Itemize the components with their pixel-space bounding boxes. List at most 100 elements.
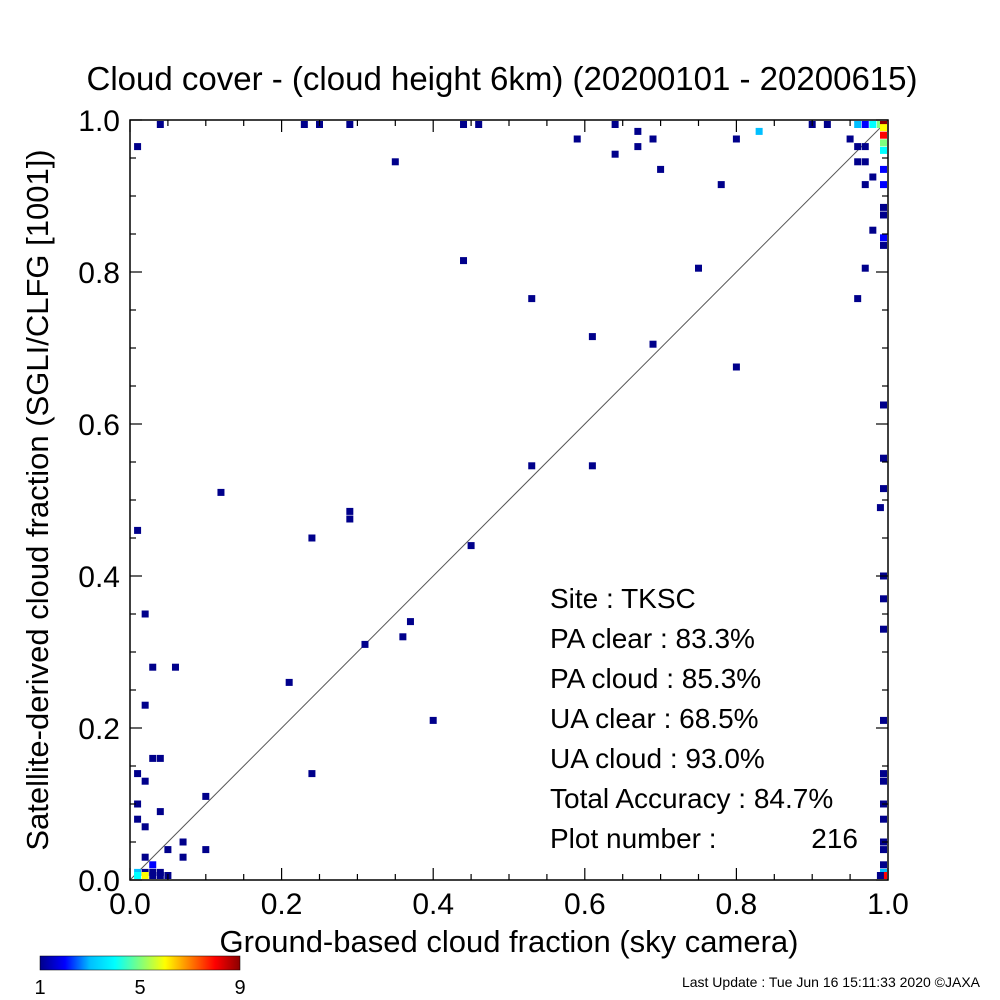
- data-point: [588, 462, 596, 470]
- x-tick-label: 1.0: [867, 888, 909, 921]
- data-point: [823, 121, 831, 128]
- data-point: [880, 454, 887, 462]
- data-point: [880, 139, 887, 147]
- data-point: [134, 770, 142, 778]
- y-tick-label: 0.2: [78, 713, 120, 746]
- data-point: [880, 595, 887, 603]
- data-point: [861, 264, 869, 272]
- data-point: [695, 264, 702, 272]
- data-point: [134, 143, 142, 151]
- data-point: [134, 526, 142, 534]
- data-point: [880, 770, 887, 778]
- data-point: [149, 754, 157, 762]
- data-point: [164, 846, 172, 854]
- data-point: [869, 173, 877, 181]
- data-point: [406, 618, 414, 626]
- x-tick-label: 0.0: [109, 888, 151, 921]
- data-point: [732, 135, 740, 143]
- data-point: [361, 640, 369, 648]
- ticks-layer: 0.0 0.2 0.4 0.6 0.8 1.0 0.0 0.2 0.4 0.6 0.8 1.0: [78, 105, 909, 921]
- data-point: [846, 135, 854, 143]
- data-point: [869, 121, 877, 128]
- data-point: [134, 872, 142, 879]
- data-point: [880, 401, 887, 409]
- data-point: [611, 121, 619, 128]
- stat-ua-clear: UA clear : 68.5%: [550, 703, 759, 734]
- data-point: [141, 777, 149, 785]
- data-point: [588, 333, 596, 341]
- data-point: [880, 846, 887, 854]
- x-axis-label: Ground-based cloud fraction (sky camera): [220, 924, 799, 959]
- data-point: [171, 663, 179, 671]
- data-point: [149, 861, 157, 869]
- stat-total-accuracy: Total Accuracy : 84.7%: [550, 783, 833, 814]
- data-point: [880, 234, 887, 242]
- data-point: [854, 143, 862, 151]
- stat-site: Site : TKSC: [550, 583, 696, 614]
- colorbar-gradient: [39, 955, 241, 971]
- data-point: [467, 542, 475, 550]
- data-point: [179, 838, 187, 846]
- data-point: [880, 861, 887, 869]
- data-point: [861, 158, 869, 166]
- data-point: [732, 363, 740, 371]
- data-point: [876, 504, 884, 512]
- data-point: [141, 853, 149, 861]
- colorbar: 1 5 9: [34, 955, 246, 999]
- y-tick-label: 0.8: [78, 257, 120, 290]
- data-point: [399, 633, 407, 641]
- y-axis-label: Satellite-derived cloud fraction (SGLI/C…: [20, 149, 55, 850]
- data-point: [880, 625, 887, 633]
- one-to-one-line: [129, 119, 889, 881]
- data-point: [880, 146, 887, 154]
- stat-pa-cloud: PA cloud : 85.3%: [550, 663, 761, 694]
- data-point: [528, 462, 536, 470]
- data-point: [149, 872, 157, 879]
- data-point: [880, 124, 887, 132]
- data-point: [880, 241, 887, 249]
- colorbar-max-label: 9: [234, 977, 245, 999]
- x-tick-label: 0.2: [261, 888, 303, 921]
- last-update-footer: Last Update : Tue Jun 16 15:11:33 2020 ©…: [682, 974, 981, 990]
- data-point: [861, 181, 869, 189]
- data-point: [391, 158, 399, 166]
- data-point: [854, 295, 862, 303]
- data-point: [156, 121, 164, 128]
- data-point: [880, 181, 887, 189]
- data-point: [346, 507, 354, 515]
- data-point: [634, 127, 642, 135]
- data-point: [156, 808, 164, 816]
- data-point: [346, 515, 354, 523]
- data-point: [300, 121, 308, 128]
- plot-area: 0.0 0.2 0.4 0.6 0.8 1.0 0.0 0.2 0.4 0.6 0.8 1.0: [78, 105, 909, 921]
- data-point: [649, 135, 657, 143]
- data-point: [880, 815, 887, 823]
- data-point: [141, 872, 149, 879]
- data-point: [880, 777, 887, 785]
- x-tick-label: 0.6: [564, 888, 606, 921]
- data-point: [880, 165, 887, 173]
- data-point: [308, 770, 316, 778]
- data-point: [876, 872, 884, 879]
- stat-ua-cloud: UA cloud : 93.0%: [550, 743, 765, 774]
- data-point: [202, 846, 210, 854]
- data-point: [285, 678, 293, 686]
- y-tick-label: 0.4: [78, 561, 120, 594]
- data-point: [880, 131, 887, 139]
- data-point: [149, 663, 157, 671]
- data-point: [179, 853, 187, 861]
- data-point: [202, 792, 210, 800]
- data-point: [475, 121, 483, 128]
- colorbar-min-label: 1: [34, 977, 45, 999]
- data-point: [141, 823, 149, 831]
- data-point: [649, 340, 657, 348]
- stat-plot-number-value: 216: [811, 823, 858, 854]
- y-tick-label: 0.6: [78, 409, 120, 442]
- data-point: [854, 158, 862, 166]
- data-point: [573, 135, 581, 143]
- x-tick-label: 0.4: [412, 888, 454, 921]
- data-point: [880, 485, 887, 493]
- data-point: [854, 121, 862, 128]
- data-point: [346, 121, 354, 128]
